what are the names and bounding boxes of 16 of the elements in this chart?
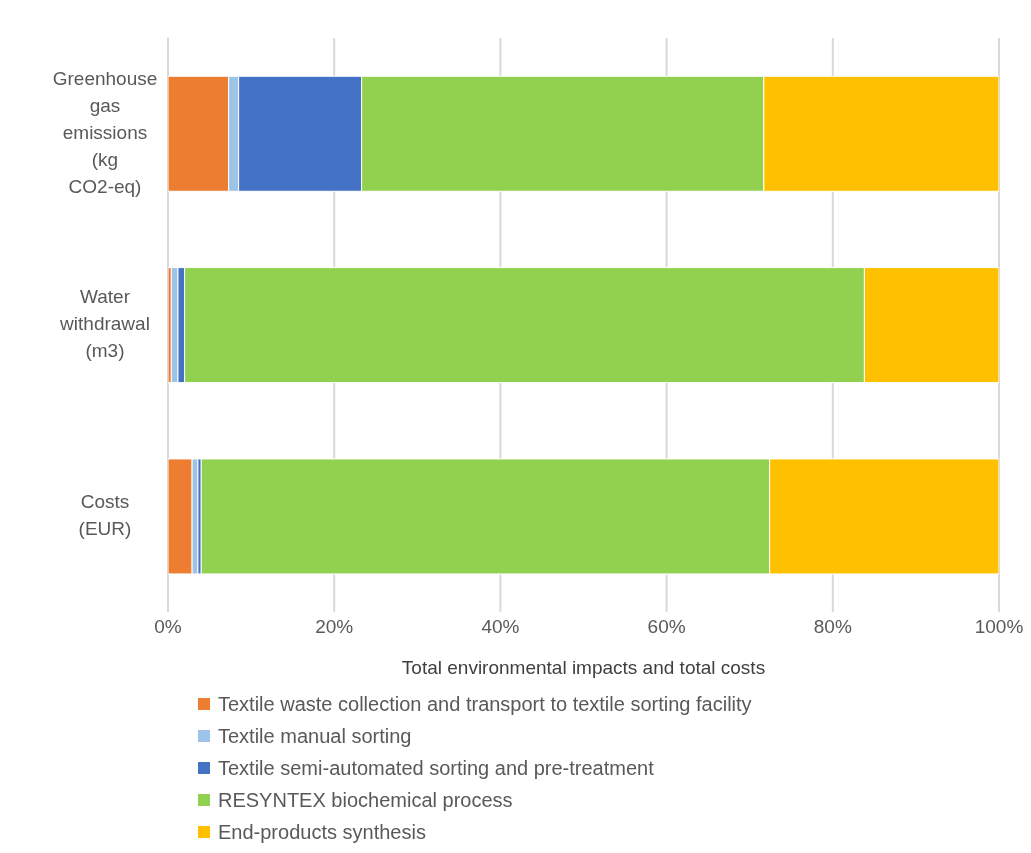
legend-label: RESYNTEX biochemical process [218,788,513,812]
legend-label: Textile waste collection and transport to textile sorting facility [218,692,752,716]
y-tick-label: Greenhouse gas emissions (kg CO2-eq) [52,67,158,197]
y-tick-label: Water withdrawal (m3) [59,286,150,362]
x-tick-label: 80% [813,616,852,638]
x-axis-title: Total environmental impacts and total costs [401,657,766,678]
legend-label: Textile manual sorting [218,724,412,748]
x-tick-label: 100% [974,616,1024,638]
legend-label: End-products synthesis [218,820,426,844]
x-tick-label: 0% [154,616,182,638]
x-tick-label: 40% [481,616,520,638]
legend-label: Textile semi-automated sorting and pre-treatment [218,756,654,780]
y-tick-label: Costs (EUR) [78,490,132,539]
x-tick-label: 20% [315,616,354,638]
x-tick-label: 60% [647,616,686,638]
bar [168,458,193,575]
